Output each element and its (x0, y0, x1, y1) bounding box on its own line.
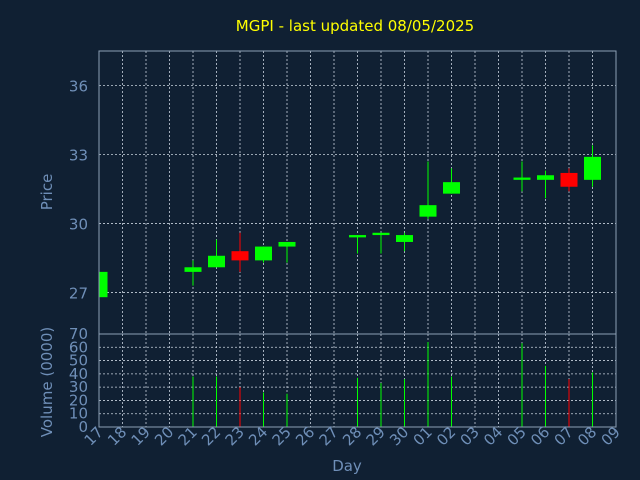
candle-29 (372, 232, 390, 254)
candle-05 (513, 161, 531, 192)
candle-body (584, 156, 601, 180)
candle-body (349, 235, 366, 238)
volume-tick-label: 20 (69, 391, 88, 409)
volume-tick-label: 60 (69, 338, 88, 356)
volume-axis-label: Volume (0000) (38, 327, 56, 437)
candle-body (231, 251, 249, 261)
price-tick-label: 30 (69, 216, 88, 234)
volume-tick-label: 10 (69, 405, 88, 423)
candle-28 (349, 235, 366, 254)
candle-08 (584, 145, 601, 187)
candle-07 (560, 168, 578, 192)
candle-body (396, 235, 413, 242)
candle-25 (278, 241, 296, 263)
chart-title: MGPI - last updated 08/05/2025 (236, 17, 474, 35)
candle-body (372, 232, 390, 236)
candle-23 (231, 232, 249, 272)
candle-02 (443, 168, 460, 194)
candle-body (537, 175, 554, 180)
candle-body (513, 177, 531, 180)
volume-tick-label: 30 (69, 378, 88, 396)
price-tick-label: 36 (69, 78, 88, 96)
volume-tick-label: 0 (78, 418, 88, 436)
candle-22 (208, 239, 225, 268)
price-tick-label: 33 (69, 147, 88, 165)
x-axis-label: Day (332, 457, 362, 475)
candle-06 (537, 170, 554, 199)
candle-body (443, 182, 460, 194)
price-tick-label: 27 (69, 285, 88, 303)
candle-24 (255, 246, 272, 263)
candle-body (419, 205, 437, 217)
candle-01 (419, 161, 437, 219)
candle-body (184, 267, 202, 272)
candle-21 (184, 260, 202, 286)
volume-tick-label: 40 (69, 365, 88, 383)
candle-body (255, 246, 272, 261)
candle-30 (396, 232, 413, 252)
candle-body (208, 255, 225, 268)
candle-17 (98, 271, 108, 298)
volume-tick-label: 70 (69, 325, 88, 343)
volume-tick-label: 50 (69, 352, 88, 370)
x-axis: 1718192021222324252627282930010203040506… (81, 423, 624, 449)
price-axis-label: Price (38, 174, 56, 211)
volume-frame (98, 333, 617, 428)
candle-body (99, 271, 108, 298)
candle-body (278, 241, 296, 247)
candle-body (560, 172, 578, 187)
